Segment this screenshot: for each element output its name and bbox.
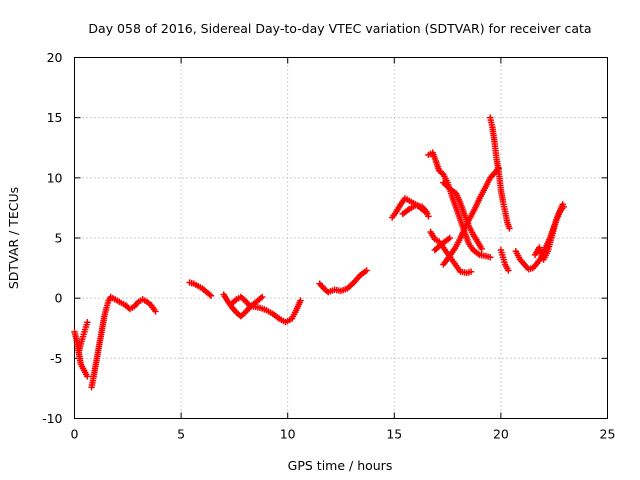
y-tick-label: 10 — [47, 170, 63, 185]
grid-lines — [74, 57, 608, 419]
data-point-plus-marker — [363, 267, 370, 274]
data-point-plus-marker — [152, 308, 159, 315]
x-tick-label: 15 — [386, 427, 402, 442]
data-point-plus-marker — [506, 225, 513, 232]
data-point-plus-marker — [467, 268, 475, 275]
data-point-plus-marker — [478, 245, 485, 253]
data-point-plus-marker — [425, 213, 432, 220]
data-point-plus-marker — [84, 319, 91, 326]
y-tick-label: 5 — [55, 231, 63, 246]
y-tick-label: 0 — [55, 291, 63, 306]
y-tick-label: 20 — [47, 50, 63, 65]
tick-labels: 0 5 10 15 20 25 -10 -5 0 5 10 15 20 — [42, 50, 615, 442]
x-tick-label: 5 — [177, 427, 185, 442]
data-points — [71, 114, 567, 391]
chart-title: Day 058 of 2016, Sidereal Day-to-day VTE… — [88, 21, 591, 36]
data-point-plus-marker — [258, 293, 266, 301]
plot-frame — [74, 57, 608, 419]
data-point-plus-marker — [505, 267, 512, 274]
data-point-plus-marker — [487, 254, 494, 261]
y-axis-label: SDTVAR / TECUs — [6, 187, 21, 289]
x-axis-label: GPS time / hours — [288, 458, 393, 473]
data-point-plus-marker — [560, 203, 567, 210]
axis-ticks — [74, 57, 608, 419]
data-point-plus-marker — [446, 234, 453, 242]
x-tick-label: 10 — [280, 427, 296, 442]
data-point-plus-marker — [84, 373, 91, 380]
data-point-plus-marker — [297, 297, 304, 304]
data-point-plus-marker — [207, 292, 215, 299]
x-tick-label: 0 — [71, 427, 79, 442]
y-tick-label: -10 — [42, 411, 62, 426]
x-tick-label: 20 — [493, 427, 509, 442]
y-tick-label: -5 — [50, 351, 62, 366]
y-tick-label: 15 — [47, 110, 63, 125]
x-tick-label: 25 — [600, 427, 616, 442]
